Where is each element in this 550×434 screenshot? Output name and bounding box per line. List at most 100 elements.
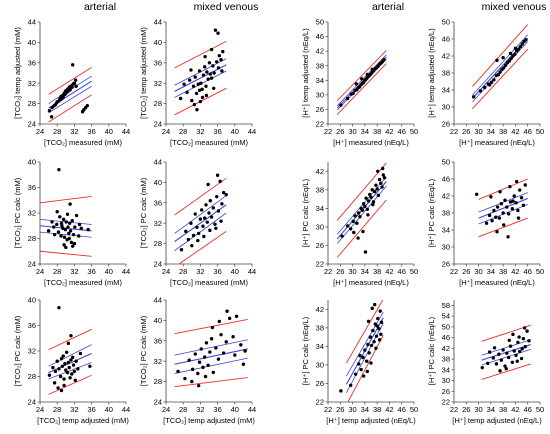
data-point <box>369 195 373 199</box>
y-tick-label: 38 <box>316 185 324 194</box>
y-tick-label: 24 <box>154 260 162 269</box>
data-point <box>523 183 527 187</box>
y-tick-label: 40 <box>28 38 36 47</box>
data-point <box>203 374 208 379</box>
data-point <box>56 386 60 390</box>
data-point <box>379 332 383 337</box>
data-point <box>366 342 370 347</box>
y-tick-label: 34 <box>442 365 450 374</box>
data-point <box>495 230 499 234</box>
data-point <box>209 47 214 52</box>
y-tick-label: 50 <box>442 18 450 27</box>
y-tick-label: 40 <box>28 158 36 167</box>
data-point <box>199 347 203 351</box>
data-point <box>243 349 247 353</box>
x-tick-label: 26 <box>336 267 344 276</box>
data-point <box>189 221 193 225</box>
data-point <box>377 177 382 182</box>
y-tick-label: 46 <box>442 333 450 342</box>
data-point <box>212 86 216 91</box>
panel-plot-area <box>471 24 529 110</box>
data-point <box>70 355 75 360</box>
data-point <box>366 319 371 324</box>
data-point <box>513 46 518 51</box>
y-tick-label: 42 <box>316 47 324 56</box>
x-tick-label: 38 <box>373 127 381 136</box>
data-point <box>212 71 216 75</box>
x-tick-label: 32 <box>196 127 204 136</box>
panel-plot-area <box>336 162 387 258</box>
data-point <box>502 223 506 227</box>
data-point <box>200 95 205 100</box>
prediction-band-lower <box>48 374 92 395</box>
data-point <box>351 91 355 96</box>
y-tick-label: 34 <box>316 204 324 213</box>
data-point <box>46 229 51 233</box>
data-point <box>51 365 55 370</box>
data-point <box>59 356 64 361</box>
x-tick-label: 30 <box>474 405 482 414</box>
data-point <box>72 81 77 85</box>
data-point <box>368 192 372 197</box>
data-point <box>505 351 509 355</box>
x-axis-title: [TCO₂] measured (mM) <box>170 138 248 147</box>
data-point <box>79 226 83 230</box>
x-tick-label: 36 <box>87 127 95 136</box>
data-point <box>62 383 66 388</box>
y-tick-label: 40 <box>154 316 162 325</box>
x-tick-label: 34 <box>361 267 369 276</box>
data-point <box>69 358 73 362</box>
data-point <box>200 87 204 92</box>
data-point <box>198 99 203 104</box>
data-point <box>190 98 194 103</box>
data-point <box>193 212 197 216</box>
x-tick-label: 50 <box>536 405 544 414</box>
data-point <box>206 182 210 187</box>
confidence-band-upper <box>472 34 529 96</box>
data-point <box>52 232 57 237</box>
column-title-mixed-venous-right: mixed venous <box>481 1 547 13</box>
data-point <box>68 376 72 380</box>
data-point <box>494 215 498 219</box>
data-point <box>527 339 531 343</box>
x-tick-label: 50 <box>410 127 418 136</box>
data-point <box>512 349 516 353</box>
data-point <box>507 338 511 342</box>
data-point <box>209 337 214 341</box>
data-point <box>521 336 526 341</box>
data-point <box>67 236 71 241</box>
data-point <box>518 349 522 354</box>
data-point <box>503 63 508 68</box>
data-point <box>502 66 506 70</box>
data-point <box>495 205 500 209</box>
data-point <box>382 176 387 180</box>
data-point <box>483 85 487 90</box>
data-point <box>208 199 212 203</box>
data-point <box>49 115 54 119</box>
data-point <box>513 52 517 56</box>
x-tick-label: 40 <box>105 267 113 276</box>
prediction-band-lower <box>336 199 387 258</box>
x-tick-label: 26 <box>462 267 470 276</box>
confidence-band-upper <box>478 192 528 213</box>
regression-line <box>478 198 528 219</box>
data-point <box>197 88 202 93</box>
data-point <box>66 360 71 365</box>
x-tick-label: 32 <box>70 267 78 276</box>
data-point <box>375 324 379 328</box>
data-point <box>86 227 90 232</box>
y-tick-label: 42 <box>316 167 324 176</box>
data-point <box>501 348 505 352</box>
data-point <box>214 226 218 230</box>
data-point <box>63 227 68 232</box>
data-point <box>511 332 515 337</box>
prediction-band-lower <box>478 217 528 238</box>
y-axis-title: [TCO₂] PC calc (mM) <box>139 315 148 386</box>
x-tick-label: 46 <box>524 267 532 276</box>
data-point <box>210 325 215 330</box>
data-point <box>185 90 189 95</box>
x-tick-label: 28 <box>53 267 61 276</box>
data-point <box>194 91 199 96</box>
y-tick-label: 32 <box>154 219 162 228</box>
data-point <box>518 188 522 192</box>
